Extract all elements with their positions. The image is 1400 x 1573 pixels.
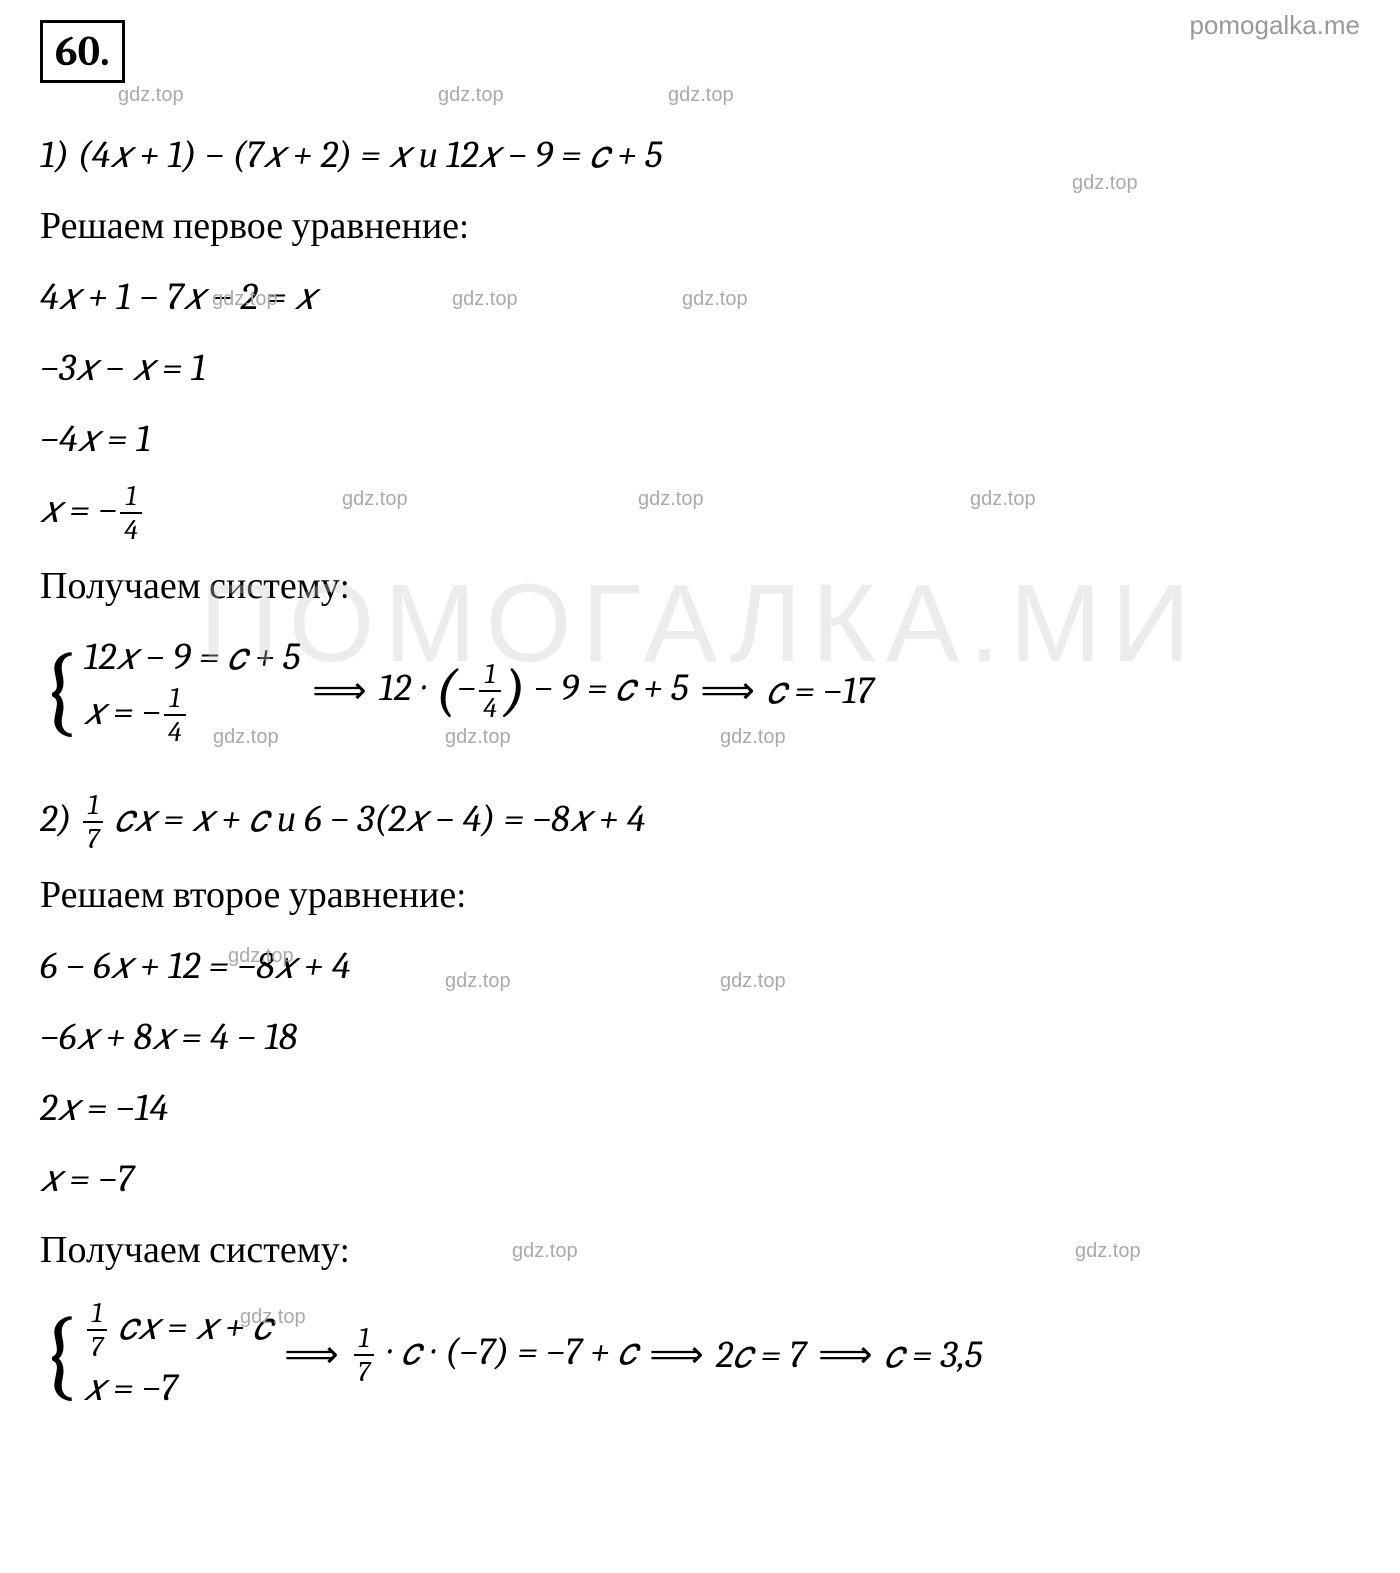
frac-den: 4 — [164, 716, 186, 746]
part2-result-mid-b: 2𝑐 = 7 — [716, 1333, 806, 1377]
watermark-top-right: pomogalka.me — [1189, 10, 1360, 41]
watermark-gdz: gdz.top — [682, 288, 748, 311]
part1-sys-line1: 12𝑥 − 9 = 𝑐 + 5 — [84, 635, 301, 679]
frac-num: 1 — [83, 791, 103, 823]
fraction-quarter-3: 14 — [479, 660, 501, 722]
watermark-gdz: gdz.top — [720, 970, 786, 993]
watermark-gdz: gdz.top — [342, 488, 408, 511]
watermark-gdz: gdz.top — [438, 84, 504, 107]
part2-solve-label: Решаем второе уравнение: — [40, 867, 1360, 924]
part1-step3: −4𝑥 = 1 — [40, 411, 1360, 468]
fraction-quarter-2: 14 — [164, 684, 186, 746]
part2-eq-main: 𝑐𝑥 = 𝑥 + 𝑐 и 6 − 3(2𝑥 − 4) = −8𝑥 + 4 — [115, 797, 646, 841]
implies-arrow-icon-5: ⟹ — [818, 1332, 872, 1377]
watermark-gdz: gdz.top — [720, 726, 786, 749]
part1-neg: − — [457, 666, 476, 710]
frac-den: 7 — [354, 1356, 374, 1386]
fraction-seventh-3: 17 — [354, 1324, 374, 1386]
implies-arrow-icon: ⟹ — [312, 668, 366, 713]
fraction-quarter: 14 — [120, 482, 142, 544]
watermark-gdz: gdz.top — [118, 84, 184, 107]
part1-sys-line2-prefix: 𝑥 = − — [84, 690, 161, 734]
frac-num: 1 — [479, 660, 501, 692]
part2-step3: 2𝑥 = −14 — [40, 1080, 1360, 1137]
watermark-gdz: gdz.top — [668, 84, 734, 107]
part2-result-mid-a: ∙ 𝑐 ∙ (−7) = −7 + 𝑐 — [386, 1330, 638, 1374]
part1-result-mid: 12 ∙ (−14) − 9 = 𝑐 + 5 — [379, 660, 689, 722]
implies-arrow-icon-3: ⟹ — [284, 1332, 338, 1377]
frac-num: 1 — [164, 684, 186, 716]
watermark-gdz: gdz.top — [1072, 172, 1138, 195]
part2-sys-line2: 𝑥 = −7 — [84, 1366, 273, 1410]
part2-label: 2) — [40, 797, 72, 841]
part1-equation: 1) (4𝑥 + 1) − (7𝑥 + 2) = 𝑥 и 12𝑥 − 9 = 𝑐… — [40, 127, 1360, 184]
part2-result-final: 𝑐 = 3,5 — [885, 1333, 983, 1377]
paren-open-icon: ( — [435, 657, 457, 724]
paren-close-icon: ) — [504, 657, 526, 724]
watermark-gdz: gdz.top — [970, 488, 1036, 511]
part1-result-final: 𝑐 = −17 — [767, 669, 874, 713]
watermark-gdz: gdz.top — [212, 288, 278, 311]
part2-step2: −6𝑥 + 8𝑥 = 4 − 18 — [40, 1009, 1360, 1066]
system-brace-icon-2: { — [40, 1305, 79, 1405]
watermark-gdz: gdz.top — [228, 945, 294, 968]
part1-step2: −3𝑥 − 𝑥 = 1 — [40, 340, 1360, 397]
frac-num: 1 — [120, 482, 142, 514]
implies-arrow-icon-2: ⟹ — [700, 668, 754, 713]
frac-den: 7 — [87, 1331, 107, 1361]
system-brace-icon: { — [40, 641, 79, 741]
watermark-gdz: gdz.top — [512, 1240, 578, 1263]
fraction-seventh-2: 17 — [87, 1299, 107, 1361]
part1-result-mid-c: − 9 = 𝑐 + 5 — [534, 666, 689, 710]
part2-result-mid-a-wrap: 17 ∙ 𝑐 ∙ (−7) = −7 + 𝑐 — [351, 1324, 637, 1386]
watermark-gdz: gdz.top — [445, 970, 511, 993]
watermark-gdz: gdz.top — [213, 726, 279, 749]
frac-den: 4 — [120, 514, 142, 544]
watermark-gdz: gdz.top — [445, 726, 511, 749]
frac-den: 7 — [83, 823, 103, 853]
fraction-seventh: 17 — [83, 791, 103, 853]
frac-num: 1 — [354, 1324, 374, 1356]
part1-label: 1) — [40, 133, 69, 177]
frac-num: 1 — [87, 1299, 107, 1331]
part2-system-label: Получаем систему: — [40, 1222, 1360, 1279]
part1-step4-prefix: 𝑥 = − — [40, 488, 117, 532]
frac-den: 4 — [479, 692, 501, 722]
part2-step4: 𝑥 = −7 — [40, 1151, 1360, 1208]
problem-number-box: 60. — [40, 20, 125, 83]
part2-system-row: { 17 𝑐𝑥 = 𝑥 + 𝑐 𝑥 = −7 ⟹ 17 ∙ 𝑐 ∙ (−7) =… — [40, 1294, 1360, 1415]
part1-solve-label: Решаем первое уравнение: — [40, 198, 1360, 255]
watermark-gdz: gdz.top — [1075, 1240, 1141, 1263]
watermark-gdz: gdz.top — [638, 488, 704, 511]
part1-result-mid-a: 12 ∙ — [379, 666, 427, 710]
watermark-gdz: gdz.top — [452, 288, 518, 311]
watermark-gdz: gdz.top — [240, 1306, 306, 1329]
part2-equation: 2) 17 𝑐𝑥 = 𝑥 + 𝑐 и 6 − 3(2𝑥 − 4) = −8𝑥 +… — [40, 791, 1360, 853]
implies-arrow-icon-4: ⟹ — [649, 1332, 703, 1377]
part1-eq-main: (4𝑥 + 1) − (7𝑥 + 2) = 𝑥 и 12𝑥 − 9 = 𝑐 + … — [77, 133, 662, 177]
part1-system-label: Получаем систему: — [40, 558, 1360, 615]
